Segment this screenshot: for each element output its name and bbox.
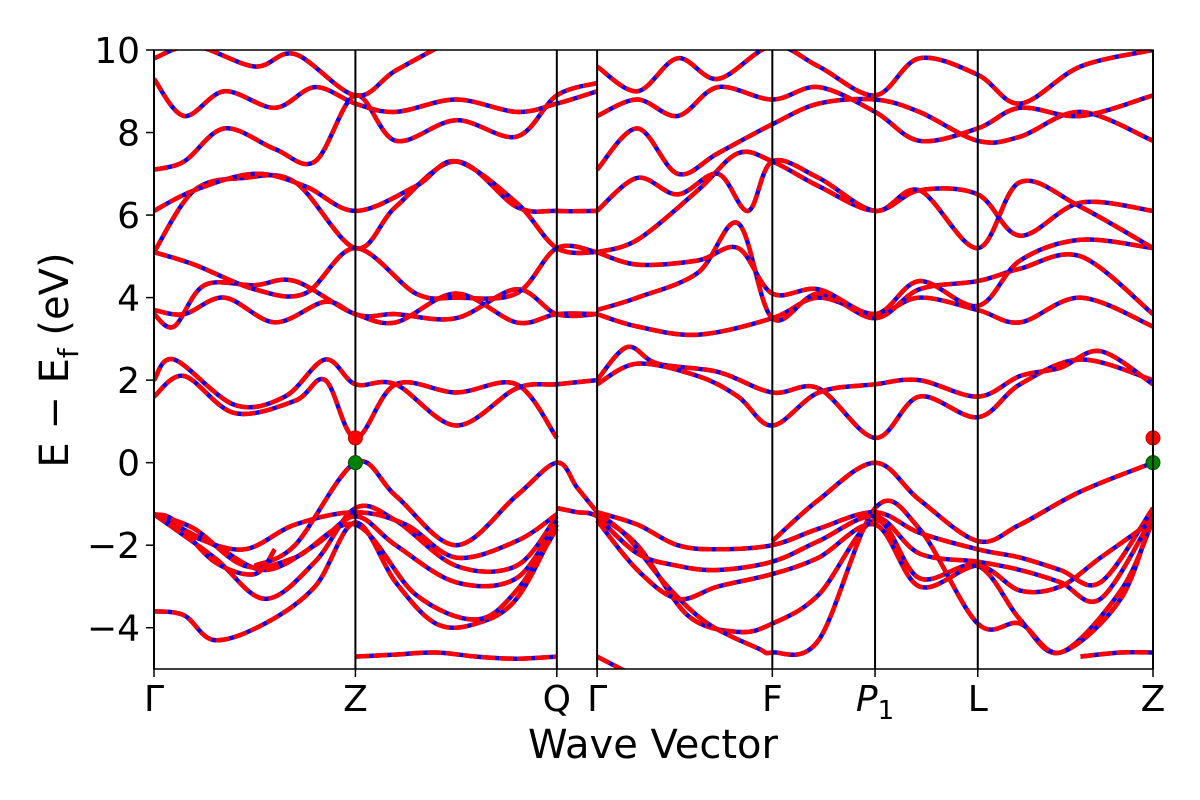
band-28-dashed <box>154 50 438 98</box>
y-tick-label-0: −4 <box>87 609 140 650</box>
cbm-marker-0 <box>347 430 363 446</box>
band-17-dashed <box>154 373 559 441</box>
band-2-dashed <box>596 654 627 669</box>
x-axis-label: Wave Vector <box>528 722 779 768</box>
band-1-dashed <box>355 650 557 661</box>
y-tick-label-1: −2 <box>87 526 140 567</box>
x-axis-ticks: Γ Z Q Γ F P1 L Z <box>144 669 1165 726</box>
y-tick-label-7: 10 <box>94 31 140 72</box>
bands-layer <box>154 50 1153 682</box>
x-tick-label-3: Γ <box>587 679 607 720</box>
band-23-dashed <box>154 243 598 301</box>
x-tick-label-5: P1 <box>856 679 894 726</box>
band-6-dashed <box>154 512 559 589</box>
plot-frame <box>153 49 1154 670</box>
x-tick-label-6: L <box>968 679 988 720</box>
y-axis-label-sub: f <box>52 347 85 358</box>
band-0-solid <box>154 673 255 682</box>
y-tick-label-3: 2 <box>117 361 140 402</box>
x-tick-label-2: Q <box>543 679 571 720</box>
x-tick-label-4: F <box>762 679 783 720</box>
y-tick-label-4: 4 <box>117 279 140 320</box>
band-3-dashed <box>1080 649 1153 659</box>
band-16-dashed <box>770 460 1153 545</box>
vbm-marker-1 <box>347 455 363 471</box>
band-0-dashed <box>154 673 255 682</box>
y-axis-label: E − Ef (eV) <box>32 252 85 467</box>
x-tick-label-sub-5: 1 <box>878 696 895 726</box>
band-31-dashed <box>596 237 1153 317</box>
band-36-dashed <box>595 50 1153 106</box>
x-tick-label-7: Z <box>1141 679 1166 720</box>
band-32-dashed <box>596 149 1153 255</box>
x-tick-label-main-5: P <box>856 679 878 720</box>
y-axis-label-main: E − E <box>32 358 78 468</box>
band-25-dashed <box>154 159 598 256</box>
y-tick-label-6: 8 <box>117 114 140 155</box>
band-33-dashed <box>595 157 1153 251</box>
x-tick-label-0: Γ <box>144 679 164 720</box>
x-tick-label-1: Z <box>343 679 368 720</box>
band-35-dashed <box>596 84 1153 144</box>
y-tick-label-2: 0 <box>117 444 140 485</box>
y-axis-label-unit: (eV) <box>32 252 78 348</box>
band-9-dashed <box>253 458 599 568</box>
y-axis-ticks: −4 −2 0 2 4 6 8 10 <box>87 31 154 650</box>
band-10-dashed <box>154 512 277 577</box>
y-tick-label-5: 6 <box>117 196 140 237</box>
